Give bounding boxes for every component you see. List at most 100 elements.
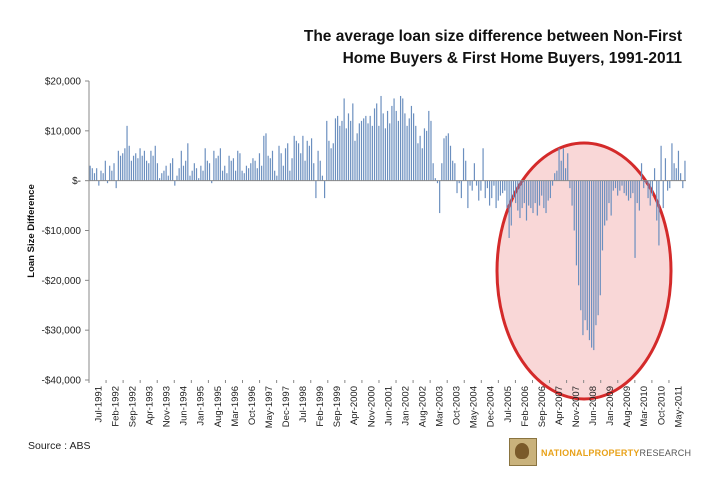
x-tick-label: Mar-2010 — [639, 386, 650, 427]
x-tick-label: Mar-1996 — [230, 386, 241, 427]
bar — [436, 180, 439, 184]
bar — [571, 180, 573, 206]
bar — [480, 180, 482, 191]
bar — [300, 153, 302, 181]
bar — [254, 160, 256, 181]
bar — [499, 180, 502, 196]
bar — [198, 178, 200, 181]
bar — [135, 153, 137, 181]
bar — [556, 170, 558, 181]
bar — [126, 125, 128, 181]
bar — [243, 173, 245, 181]
bar — [189, 175, 191, 181]
bar — [671, 143, 673, 181]
bar — [319, 160, 321, 181]
bar — [656, 180, 658, 221]
bar — [363, 118, 365, 181]
bar — [115, 180, 117, 189]
logo-text: NATIONALPROPERTYRESEARCH — [541, 448, 691, 458]
bar — [208, 163, 211, 181]
y-tick-labels: $20,000 $10,000 $- -$10,000 -$20,000 -$30,000… — [42, 77, 82, 387]
x-tick-label: Jan-1995 — [196, 386, 207, 426]
bar — [324, 180, 326, 199]
bar — [382, 113, 384, 181]
bar — [206, 160, 208, 181]
bar — [172, 158, 174, 181]
highlight-ellipse — [495, 141, 673, 401]
bar — [534, 180, 536, 204]
bar — [111, 170, 113, 181]
bar — [532, 180, 534, 214]
bar — [328, 140, 330, 181]
x-tick-label: Jul-1998 — [298, 386, 309, 422]
bar — [221, 170, 224, 181]
bar — [538, 180, 541, 206]
bar — [630, 180, 632, 199]
x-tick-label: Nov-1993 — [162, 386, 173, 427]
bar — [510, 180, 512, 226]
bar — [267, 155, 269, 181]
bar — [497, 180, 499, 201]
bar — [378, 125, 380, 181]
bar — [669, 180, 671, 189]
logo-emblem-icon — [509, 438, 537, 466]
bar — [486, 180, 489, 189]
bar — [200, 165, 202, 181]
bar — [373, 108, 376, 181]
bar — [549, 180, 551, 199]
x-tick-label: Jun-2001 — [383, 386, 394, 426]
bar — [408, 118, 410, 181]
bar — [313, 163, 315, 181]
bar — [297, 143, 300, 181]
x-tick-label: Oct-2003 — [452, 386, 463, 425]
bar — [352, 103, 354, 181]
bar — [180, 150, 182, 181]
y-tick-label: -$10,000 — [42, 226, 82, 237]
y-tick-label: -$30,000 — [42, 326, 82, 337]
x-tick-label: Aug-2009 — [622, 386, 633, 427]
bar — [454, 163, 456, 181]
bar — [250, 163, 252, 181]
bar — [369, 115, 371, 181]
bar — [667, 180, 669, 191]
bar — [237, 150, 239, 181]
bar — [645, 180, 647, 184]
x-tick-label: Jun-2008 — [588, 386, 599, 426]
bar — [239, 153, 241, 181]
bar — [106, 180, 109, 184]
bar — [564, 168, 567, 181]
bar — [441, 163, 443, 181]
bar — [638, 180, 640, 211]
bar — [287, 143, 289, 181]
bar — [601, 180, 604, 251]
bar — [515, 180, 517, 204]
bar — [202, 170, 204, 181]
x-tick-label: Aug-1995 — [213, 386, 224, 427]
bar — [137, 158, 139, 181]
bar — [139, 148, 141, 181]
bar — [271, 150, 274, 181]
bar — [256, 168, 258, 181]
bar — [543, 180, 545, 209]
x-tick-label: Oct-1996 — [247, 386, 258, 425]
x-tick-label: May-1997 — [264, 386, 275, 428]
bar — [664, 158, 667, 181]
bar — [536, 180, 538, 216]
bar — [341, 120, 343, 181]
bar — [588, 180, 591, 341]
x-tick-labels: Jul-1991 Feb-1992 Sep-1992 Apr-1993 Nov-1993… — [93, 386, 684, 428]
x-tick-label: Apr-2000 — [349, 386, 360, 425]
bar — [191, 170, 193, 181]
x-tick-label: Jan-2009 — [605, 386, 616, 426]
bar — [684, 160, 686, 181]
bar — [261, 165, 263, 181]
bar — [473, 163, 475, 181]
bar — [195, 168, 198, 181]
bar — [241, 170, 243, 181]
bar — [365, 115, 367, 181]
company-logo: NATIONALPROPERTYRESEARCH — [509, 438, 709, 468]
bar — [530, 180, 532, 209]
bar — [187, 143, 189, 181]
x-tick-label: Oct-2010 — [656, 386, 667, 425]
